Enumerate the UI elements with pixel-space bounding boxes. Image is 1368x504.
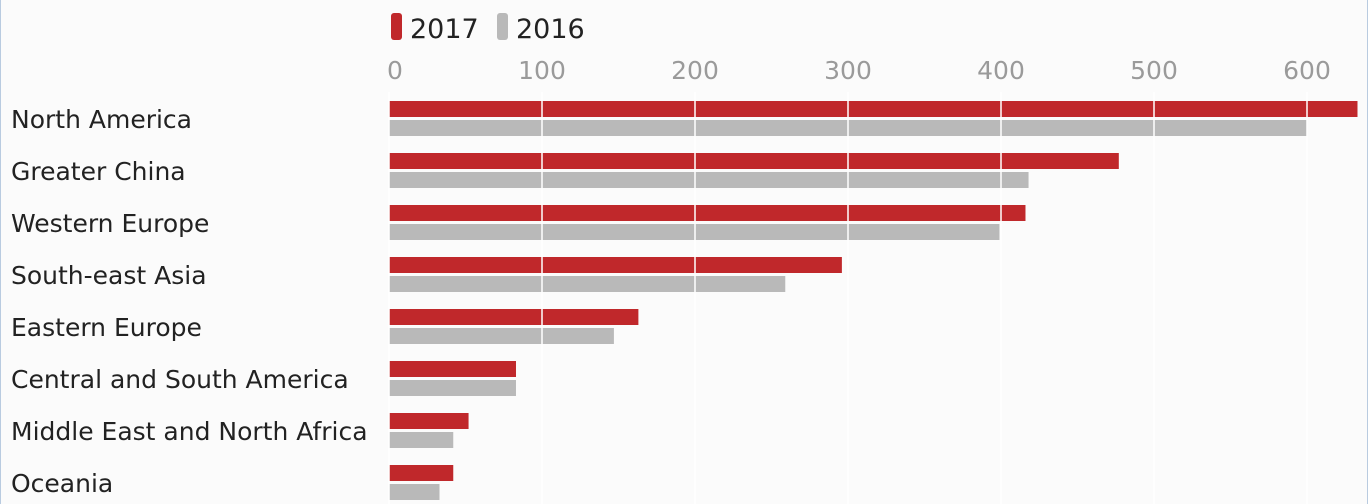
bar-2016-eastern-europe xyxy=(389,328,614,344)
ticks-layer: 0 100 200 300 400 500 600 xyxy=(387,56,1331,85)
bar-2017-eastern-europe xyxy=(389,309,639,325)
category-label: Oceania xyxy=(11,469,113,498)
x-tick-label: 400 xyxy=(977,56,1025,85)
x-tick-label: 0 xyxy=(387,56,403,85)
bar-2016-western-europe xyxy=(389,224,1000,240)
bar-2017-middle-east-and-north-africa xyxy=(389,413,469,429)
bar-2016-oceania xyxy=(389,484,440,500)
bar-2017-oceania xyxy=(389,465,454,481)
bar-2016-middle-east-and-north-africa xyxy=(389,432,454,448)
bar-2017-south-east-asia xyxy=(389,257,842,273)
bar-2016-south-east-asia xyxy=(389,276,786,292)
bar-2017-north-america xyxy=(389,101,1358,117)
bar-2016-greater-china xyxy=(389,172,1029,188)
category-labels: North America Greater China Western Europe… xyxy=(11,105,368,498)
category-label: South-east Asia xyxy=(11,261,207,290)
x-tick-label: 600 xyxy=(1283,56,1331,85)
legend-label-2016: 2016 xyxy=(516,14,585,45)
category-label: Greater China xyxy=(11,157,186,186)
legend-swatch-2017 xyxy=(391,13,402,40)
x-tick-label: 500 xyxy=(1130,56,1178,85)
bar-2017-greater-china xyxy=(389,153,1119,169)
bar-2017-western-europe xyxy=(389,205,1026,221)
category-label: Central and South America xyxy=(11,365,349,394)
category-label: Western Europe xyxy=(11,209,209,238)
legend: 2017 2016 xyxy=(391,13,585,45)
bar-2017-central-and-south-america xyxy=(389,361,516,377)
category-label: Eastern Europe xyxy=(11,313,202,342)
bars-layer xyxy=(389,101,1358,500)
category-label: North America xyxy=(11,105,192,134)
x-tick-label: 100 xyxy=(518,56,566,85)
legend-label-2017: 2017 xyxy=(410,14,479,45)
category-label: Middle East and North Africa xyxy=(11,417,368,446)
x-tick-label: 300 xyxy=(824,56,872,85)
bar-2016-central-and-south-america xyxy=(389,380,516,396)
legend-swatch-2016 xyxy=(497,13,508,40)
grid-layer xyxy=(388,92,1308,504)
x-tick-label: 200 xyxy=(671,56,719,85)
